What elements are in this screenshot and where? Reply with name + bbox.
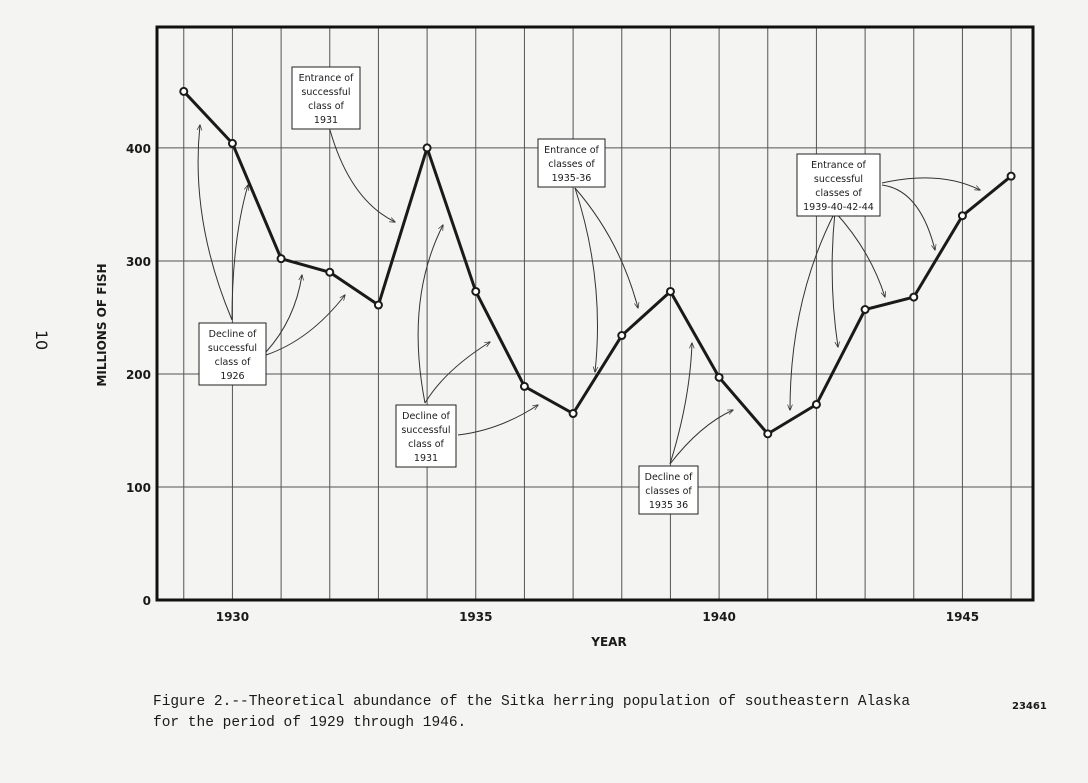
y-axis-label: MILLIONS OF FISH [95, 263, 109, 386]
data-point [811, 399, 821, 409]
annotation-text: 1935-36 [552, 173, 592, 184]
data-point [519, 381, 529, 391]
caption-line: for the period of 1929 through 1946. [153, 715, 466, 731]
annotation-text: successful [208, 343, 257, 354]
annotation-text: 1926 [220, 371, 244, 382]
annotation-text: 1939-40-42-44 [803, 202, 874, 213]
annotation-arrow [669, 410, 733, 465]
annotation-box [291, 66, 361, 130]
y-tick-label: 300 [126, 255, 151, 269]
annotation-text: class of [308, 101, 344, 112]
x-tick-label: 1940 [702, 610, 735, 624]
annotation-text: Entrance of [811, 160, 866, 171]
data-point [227, 138, 237, 148]
data-point [276, 254, 286, 264]
annotation-arrow [265, 295, 345, 356]
annotation-text: Decline of [645, 472, 693, 483]
annotation-arrow [329, 129, 395, 222]
data-line [182, 90, 1013, 436]
data-point [763, 429, 773, 439]
annotation-arrow [834, 211, 885, 297]
annotation-text: Entrance of [544, 145, 599, 156]
annotation-text: class of [408, 439, 444, 450]
annotation-text: Decline of [209, 329, 257, 340]
annotation-box [796, 153, 881, 217]
annotation-text: 1931 [314, 115, 338, 126]
x-tick-label: 1935 [459, 610, 492, 624]
annotation-text: Decline of [402, 411, 450, 422]
annotation-box [638, 465, 699, 515]
annotation-text: classes of [645, 486, 692, 497]
annotation-arrow [198, 125, 233, 321]
annotation-text: classes of [548, 159, 595, 170]
annotation-arrow [881, 184, 935, 250]
annotation-arrow [574, 187, 598, 372]
annotation-text: 1931 [414, 453, 438, 464]
x-tick-label: 1945 [946, 610, 979, 624]
annotation-arrow [669, 343, 692, 465]
annotation-arrow [881, 177, 980, 190]
annotation-text: classes of [815, 188, 862, 199]
data-point [568, 409, 578, 419]
x-axis-label: YEAR [590, 635, 626, 649]
x-tick-label: 1930 [216, 610, 249, 624]
caption-line: Figure 2.--Theoretical abundance of the … [153, 694, 910, 710]
data-point [325, 267, 335, 277]
annotation-arrow [790, 211, 836, 410]
annotation-arrow [457, 405, 538, 436]
data-point [665, 286, 675, 296]
data-point [909, 292, 919, 302]
annotation-box [198, 322, 267, 386]
data-point [422, 143, 432, 153]
data-point [957, 211, 967, 221]
annotation-arrow [574, 187, 638, 308]
annotation-arrow [424, 342, 490, 404]
y-tick-label: 200 [126, 368, 151, 382]
annotation-text: Entrance of [299, 73, 354, 84]
annotation-arrow [265, 275, 302, 353]
page-number: 10 [32, 330, 51, 350]
y-tick-label: 0 [143, 594, 151, 608]
annotation-arrow [417, 225, 443, 404]
annotation-text: class of [215, 357, 251, 368]
annotation-arrow [231, 185, 248, 321]
annotation-text: 1935 36 [649, 500, 688, 511]
annotation-box [395, 404, 457, 468]
data-point [860, 305, 870, 315]
annotation-arrow [831, 211, 838, 347]
annotation-box [537, 138, 606, 188]
data-point [373, 300, 383, 310]
stamp: 23461 [1012, 701, 1047, 712]
annotation-text: successful [814, 174, 863, 185]
data-point [179, 86, 189, 96]
y-tick-label: 400 [126, 142, 151, 156]
data-point [617, 331, 627, 341]
data-point [714, 372, 724, 382]
annotation-text: successful [301, 87, 350, 98]
data-point [1006, 171, 1016, 181]
plot-frame [155, 25, 1035, 602]
y-tick-label: 100 [126, 481, 151, 495]
data-point [471, 286, 481, 296]
annotation-text: successful [401, 425, 450, 436]
